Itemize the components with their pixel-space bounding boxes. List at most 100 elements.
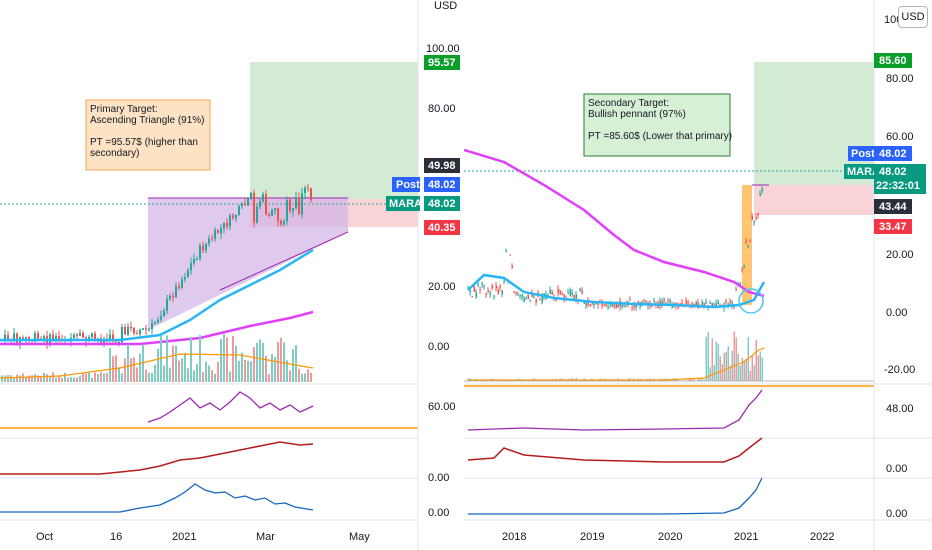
candle-body bbox=[579, 289, 581, 292]
symbol-label-tag[interactable] bbox=[386, 196, 420, 211]
post-label: Post bbox=[851, 148, 875, 160]
candle-body bbox=[585, 302, 587, 306]
volume-bar bbox=[745, 358, 747, 381]
pennant-pole[interactable] bbox=[742, 185, 752, 305]
symbol-label-tag[interactable] bbox=[844, 164, 874, 179]
volume-bar bbox=[169, 367, 171, 382]
stop-price-value: 33.47 bbox=[879, 221, 907, 233]
osc1-scale: 60.00 bbox=[428, 401, 456, 413]
level-price-tag[interactable] bbox=[874, 199, 912, 214]
candle-body bbox=[91, 333, 93, 338]
post-price-value: 48.02 bbox=[879, 148, 907, 160]
symbol-price-tag[interactable] bbox=[424, 196, 460, 211]
volume-bar bbox=[689, 378, 691, 381]
stop-zone[interactable] bbox=[754, 185, 874, 215]
primary-target-note[interactable] bbox=[85, 99, 211, 171]
candle-body bbox=[52, 334, 54, 341]
candle-body bbox=[645, 301, 647, 303]
right-chart-pane[interactable]: Secondary Target: Bullish pennant (97%) … bbox=[464, 0, 932, 550]
candle-body bbox=[202, 245, 204, 251]
post-label-tag[interactable] bbox=[392, 177, 420, 192]
volume-bar bbox=[723, 352, 725, 381]
volume-bar bbox=[55, 377, 57, 382]
currency-button[interactable]: USD bbox=[898, 6, 928, 28]
symbol-price-value: 48.02 bbox=[879, 166, 907, 178]
left-chart-pane[interactable]: Primary Target: Ascending Triangle (91%)… bbox=[0, 0, 464, 550]
volume-bars bbox=[467, 331, 763, 381]
candle-body bbox=[37, 333, 39, 339]
candle-body bbox=[58, 336, 60, 341]
candle-body bbox=[693, 303, 695, 305]
candle-body bbox=[184, 277, 186, 280]
volume-bar bbox=[37, 375, 39, 382]
candle-body bbox=[94, 333, 96, 339]
candle-body bbox=[603, 304, 605, 306]
candle-body bbox=[127, 326, 129, 335]
candle-body bbox=[623, 305, 625, 307]
candle-body bbox=[133, 328, 135, 334]
volume-bar bbox=[250, 361, 252, 382]
candle-body bbox=[277, 208, 279, 221]
volume-bar bbox=[193, 370, 195, 382]
candle-body bbox=[295, 197, 297, 209]
candle-body bbox=[235, 214, 237, 219]
volume-bar bbox=[13, 377, 15, 382]
volume-bar bbox=[34, 374, 36, 382]
candle-body bbox=[485, 293, 487, 295]
symbol-price-tag[interactable] bbox=[874, 164, 926, 194]
right-chart-canvas[interactable]: Secondary Target: Bullish pennant (97%) … bbox=[464, 0, 932, 550]
time-label-2021: 2021 bbox=[734, 531, 758, 543]
secondary-target-note[interactable] bbox=[583, 93, 731, 157]
candle-body bbox=[7, 334, 9, 342]
candle-body bbox=[208, 238, 210, 244]
time-label-2021: 2021 bbox=[172, 531, 196, 543]
candle-body bbox=[551, 291, 553, 295]
ma-slow-line bbox=[464, 148, 765, 298]
candle-body bbox=[717, 301, 719, 305]
volume-bar bbox=[130, 358, 132, 382]
candle-body bbox=[487, 290, 489, 292]
candle-body bbox=[581, 290, 583, 294]
post-price-tag[interactable] bbox=[424, 177, 460, 192]
target-zone[interactable] bbox=[250, 62, 418, 199]
candle-body bbox=[741, 269, 743, 271]
note-line-4: PT =85.60$ (Lower that primary) bbox=[588, 131, 732, 142]
volume-bar bbox=[118, 367, 120, 382]
candle-body bbox=[593, 304, 595, 306]
candle-body bbox=[190, 263, 192, 271]
volume-bar bbox=[705, 336, 707, 381]
volume-bar bbox=[265, 355, 267, 382]
left-chart-canvas[interactable]: Primary Target: Ascending Triangle (91%)… bbox=[0, 0, 464, 550]
candle-body bbox=[25, 337, 27, 339]
candle-body bbox=[753, 220, 755, 223]
candle-body bbox=[178, 286, 180, 289]
crossover-circle[interactable] bbox=[738, 288, 764, 314]
target-price-tag[interactable] bbox=[874, 53, 912, 68]
post-price-tag[interactable] bbox=[874, 146, 912, 161]
volume-bar bbox=[733, 331, 735, 381]
candle-body bbox=[298, 197, 300, 215]
target-price-value: 85.60 bbox=[879, 55, 907, 67]
candle-body bbox=[130, 326, 132, 329]
volume-bar bbox=[103, 373, 105, 382]
high-price-tag[interactable] bbox=[424, 158, 460, 173]
target-price-tag[interactable] bbox=[424, 55, 460, 70]
candle-body bbox=[629, 299, 631, 301]
stop-price-tag[interactable] bbox=[874, 219, 912, 234]
candle-body bbox=[759, 193, 761, 196]
post-label-tag[interactable] bbox=[848, 146, 874, 161]
volume-bar bbox=[697, 378, 699, 381]
note-line-1: Primary Target: bbox=[90, 104, 158, 115]
candle-body bbox=[725, 300, 727, 303]
stop-price-tag[interactable] bbox=[424, 220, 460, 235]
candle-body bbox=[469, 290, 471, 293]
volume-bar bbox=[223, 334, 225, 382]
candle-body bbox=[301, 192, 303, 215]
volume-bar bbox=[139, 353, 141, 382]
candle-body bbox=[214, 230, 216, 239]
volume-bar bbox=[76, 377, 78, 382]
volume-bar bbox=[178, 360, 180, 382]
volume-bar bbox=[154, 364, 156, 382]
ascending-triangle-pattern[interactable] bbox=[148, 198, 348, 330]
osc3-line bbox=[0, 483, 314, 513]
